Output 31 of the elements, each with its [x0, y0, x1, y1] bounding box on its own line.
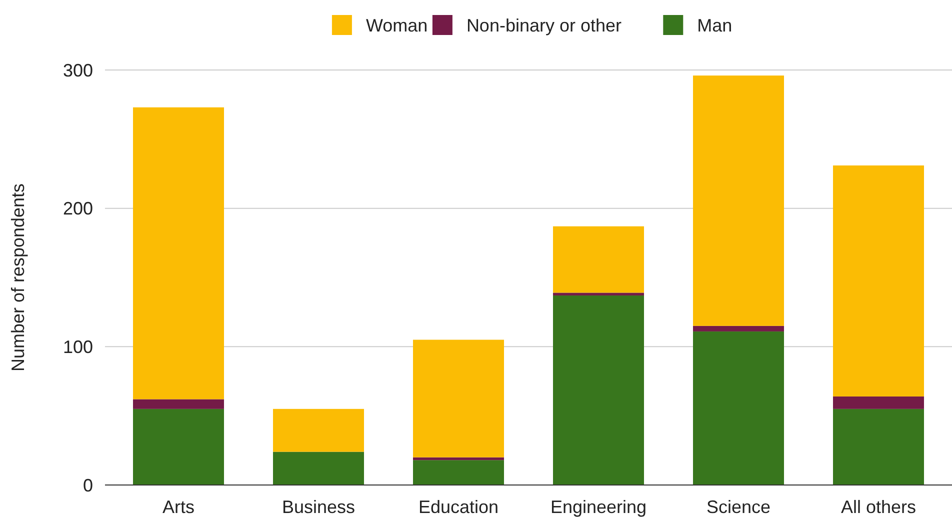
y-tick-label: 200	[62, 198, 93, 219]
bar	[273, 408, 364, 452]
bar	[693, 331, 784, 485]
legend-label: Man	[697, 15, 732, 36]
y-axis-title: Number of respondents	[8, 183, 28, 372]
x-tick-label: All others	[840, 497, 916, 517]
x-tick-label: Science	[706, 497, 771, 517]
bar	[413, 340, 504, 458]
x-tick-label: Business	[282, 497, 356, 517]
x-tick-label: Arts	[162, 497, 195, 517]
y-tick-label: 100	[62, 336, 93, 357]
bar	[133, 107, 224, 400]
bar	[833, 396, 924, 409]
legend-label: Non-binary or other	[466, 15, 622, 36]
bar	[133, 408, 224, 485]
x-tick-label: Engineering	[550, 497, 647, 517]
bar	[693, 326, 784, 332]
bar	[413, 460, 504, 485]
bar	[833, 408, 924, 485]
bar	[553, 226, 644, 293]
y-tick-label: 0	[82, 475, 93, 496]
bar	[413, 457, 504, 460]
bar	[273, 452, 364, 485]
bar	[553, 292, 644, 296]
bar	[133, 399, 224, 409]
x-tick-label: Education	[418, 497, 499, 517]
legend-label: Woman	[366, 15, 428, 36]
bar	[693, 76, 784, 326]
bar	[833, 165, 924, 396]
y-tick-label: 300	[62, 60, 93, 80]
bar	[553, 295, 644, 485]
